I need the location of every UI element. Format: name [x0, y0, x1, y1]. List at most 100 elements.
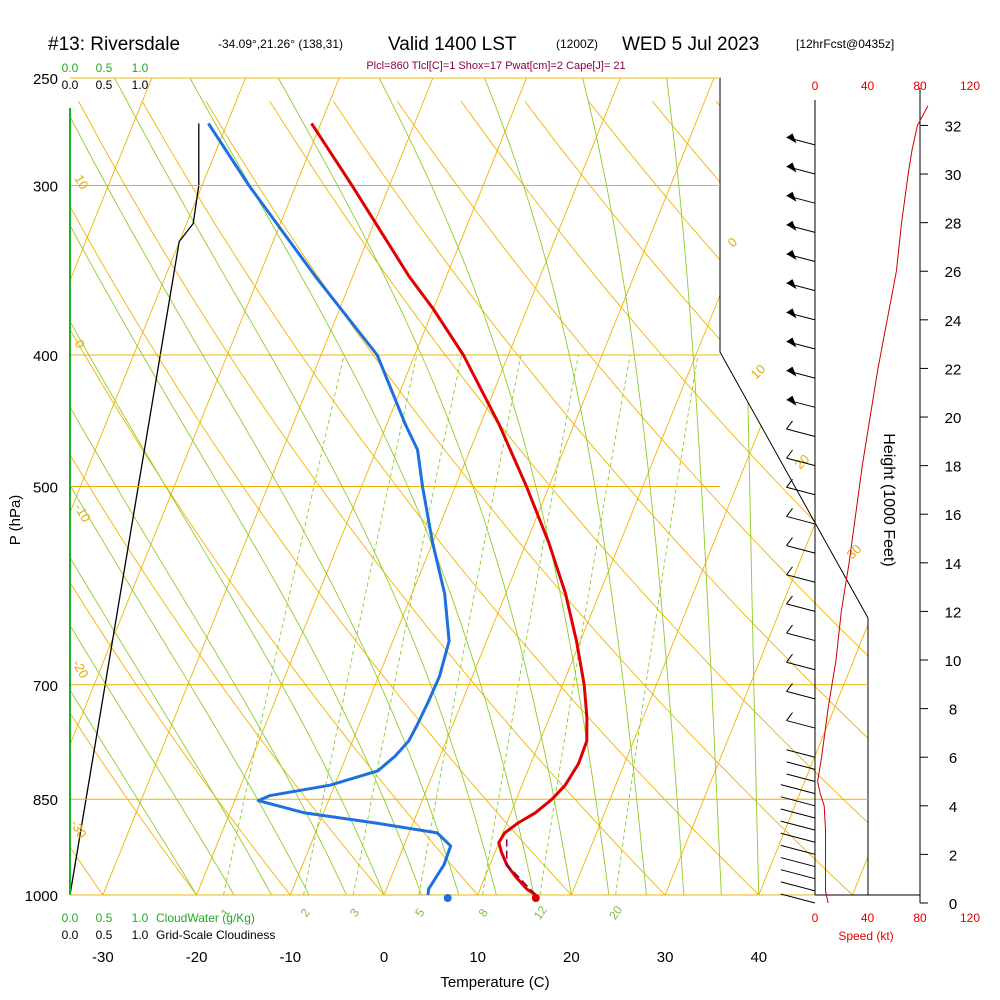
moist-adiabat-line: [70, 78, 310, 895]
wind-barb: [786, 162, 816, 175]
wind-speed-line: [817, 105, 929, 904]
height-tick-label: 2: [949, 847, 957, 864]
cloudwater-tick-top: 0.5: [96, 61, 113, 75]
speed-axis-title: Speed (kt): [838, 929, 893, 943]
wind-barb: [786, 595, 816, 612]
wind-barb: [786, 366, 816, 379]
wind-barb: [786, 279, 816, 292]
wind-barb: [786, 449, 816, 467]
theta-label: 10: [71, 172, 91, 192]
wind-barb: [786, 508, 816, 525]
cloudwater-label: CloudWater (g/Kg): [156, 911, 255, 925]
temperature-line: [310, 122, 589, 897]
speed-tick-top: 0: [812, 79, 819, 93]
wind-barb: [786, 250, 816, 262]
x-tick-label: 40: [750, 949, 767, 966]
wind-barb: [786, 653, 816, 671]
cloudwater-tick-bottom: 0.5: [96, 911, 113, 925]
mixing-ratio-label: 20: [606, 903, 625, 922]
speed-tick-top: 80: [913, 79, 927, 93]
cloudiness-tick-top: 0.0: [62, 78, 79, 92]
wind-barb: [786, 220, 816, 233]
moist-adiabat-line: [70, 78, 347, 895]
wind-barb: [786, 683, 816, 700]
dry-adiabat-line: [205, 100, 853, 895]
height-tick-label: 18: [945, 459, 962, 476]
sounding-curves: [207, 122, 589, 902]
x-axis-title: Temperature (C): [440, 974, 549, 991]
moist-adiabat-line: [484, 78, 647, 895]
cloudiness-tick-bottom: 1.0: [132, 928, 149, 942]
dry-adiabat-line: [70, 100, 385, 895]
cloudiness-tick-top: 1.0: [132, 78, 149, 92]
wind-barb: [780, 820, 816, 831]
parcel-line: [505, 839, 537, 896]
x-tick-label: -20: [186, 949, 208, 966]
isotherm-line: [196, 78, 528, 895]
height-tick-label: 4: [949, 799, 957, 816]
pressure-tick-label: 1000: [25, 888, 58, 905]
dry-adiabat-label: 0: [725, 234, 741, 250]
speed-tick-bottom: 120: [960, 911, 980, 925]
isotherm-line: [852, 78, 868, 895]
wind-barb: [786, 191, 816, 204]
dry-adiabat-label: 10: [748, 361, 769, 382]
height-tick-label: 26: [945, 264, 962, 281]
height-tick-label: 22: [945, 361, 962, 378]
station-title: #13: Riversdale: [48, 34, 180, 55]
height-tick-label: 14: [945, 556, 962, 573]
wind-barb: [780, 832, 816, 843]
wind-barb: [786, 133, 816, 146]
mixing-ratio-line: [615, 354, 699, 895]
zulu-text: (1200Z): [556, 37, 598, 51]
wind-barb: [786, 761, 816, 770]
wind-barb: [780, 844, 816, 855]
dry-adiabat-line: [269, 100, 868, 895]
moist-adiabat-line: [114, 78, 497, 895]
mixing-ratio-line: [223, 354, 345, 895]
x-tick-label: -30: [92, 949, 114, 966]
axis-labels: Temperature (C) P (hPa) Height (1000 Fee…: [7, 433, 897, 991]
wind-barb: [780, 893, 816, 904]
sounding-params: Plcl=860 Tlcl[C]=1 Shox=17 Pwat[cm]=2 Ca…: [366, 60, 625, 72]
height-tick-label: 24: [945, 313, 962, 330]
speed-tick-bottom: 80: [913, 911, 927, 925]
dewpoint-line: [207, 122, 453, 896]
cloudwater-tick-top: 0.0: [62, 61, 79, 75]
dry-adiabat-line: [524, 100, 868, 895]
dry-adiabat-line: [70, 100, 291, 895]
dry-adiabat-line: [333, 100, 868, 895]
speed-tick-top: 40: [861, 79, 875, 93]
mixing-ratio-label: 3: [347, 906, 362, 920]
moist-adiabat-line: [378, 78, 610, 895]
height-tick-label: 12: [945, 604, 962, 621]
height-tick-label: 10: [945, 653, 962, 670]
dry-adiabat-line: [70, 100, 572, 895]
moist-adiabat-line: [70, 78, 422, 895]
pressure-tick-label: 700: [33, 678, 58, 695]
x-tick-label: 20: [563, 949, 580, 966]
speed-tick-top: 120: [960, 79, 980, 93]
mixing-ratio-label: 12: [531, 903, 550, 922]
mixing-ratio-line: [539, 354, 631, 895]
moist-adiabat-line: [277, 78, 572, 895]
theta-label: -10: [71, 501, 93, 525]
dry-adiabat-line: [141, 100, 760, 895]
isotherm-line: [70, 78, 246, 895]
cloudwater-tick-top: 1.0: [132, 61, 149, 75]
dry-adiabat-label: 30: [844, 541, 865, 562]
surface-temperature-dot: [531, 894, 540, 902]
location-text: -34.09°,21.26° (138,31): [218, 37, 343, 51]
cloudiness-line: [70, 123, 200, 895]
isotherm-line: [758, 78, 868, 895]
moist-adiabat-line: [70, 78, 272, 895]
x-tick-label: -10: [279, 949, 301, 966]
dry-adiabat-line: [971, 101, 1000, 895]
cloudiness-tick-bottom: 0.5: [96, 928, 113, 942]
wind-barb: [786, 566, 816, 583]
height-wind-panel: 0246810121416182022242628303200404080801…: [780, 79, 980, 925]
wind-barb: [786, 420, 816, 437]
height-tick-label: 30: [945, 167, 962, 184]
theta-label: -20: [69, 657, 91, 681]
valid-text: Valid 1400 LST: [388, 34, 517, 55]
